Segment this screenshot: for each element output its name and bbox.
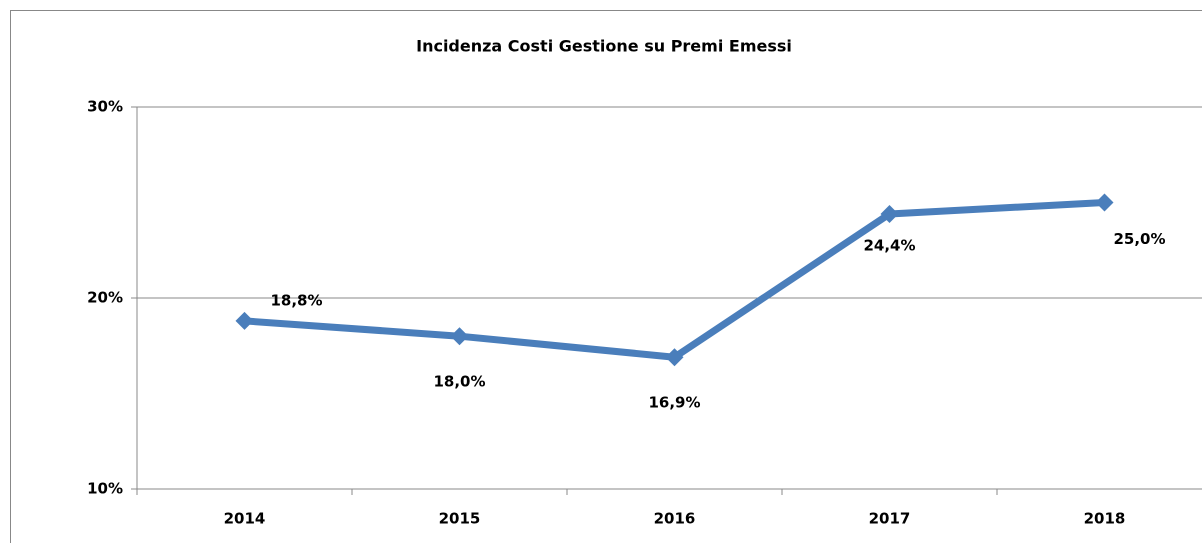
x-tick-label: 2017 [869, 510, 911, 528]
line-series [244, 199, 1105, 361]
y-tick-label: 30% [87, 98, 123, 116]
y-tick-label: 20% [87, 289, 123, 307]
chart-frame [10, 10, 1202, 543]
y-tick-label: 10% [87, 480, 123, 498]
x-tick-label: 2015 [439, 510, 481, 528]
x-tick-label: 2018 [1084, 510, 1126, 528]
x-tick-label: 2016 [654, 510, 696, 528]
chart-title: Incidenza Costi Gestione su Premi Emessi [416, 37, 792, 56]
marker [880, 204, 899, 223]
x-tick-label: 2014 [224, 510, 266, 528]
data-label: 16,9% [648, 394, 700, 412]
data-label: 18,0% [433, 373, 485, 391]
marker [450, 327, 469, 346]
data-label: 24,4% [863, 236, 915, 254]
marker [665, 348, 684, 367]
marker [235, 311, 254, 330]
marker [1095, 193, 1114, 212]
data-label: 18,8% [270, 291, 322, 309]
data-label: 25,0% [1113, 230, 1165, 248]
